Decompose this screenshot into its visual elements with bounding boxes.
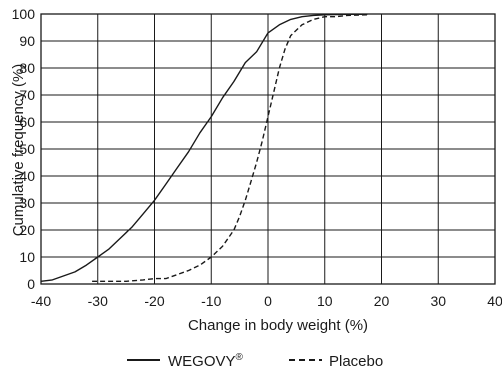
x-tick-label: -10	[201, 293, 221, 309]
y-tick-label: 10	[19, 249, 35, 265]
grid-lines	[40, 13, 496, 285]
y-tick-label: 80	[19, 60, 35, 76]
x-tick-label: 0	[264, 293, 272, 309]
y-tick-label: 30	[19, 195, 35, 211]
y-tick-label: 40	[19, 168, 35, 184]
x-tick-label: 30	[430, 293, 446, 309]
x-axis-label: Change in body weight (%)	[188, 317, 368, 334]
y-tick-label: 70	[19, 87, 35, 103]
series-layer	[40, 13, 368, 282]
y-axis-label: Cumulative frequency (%)	[10, 64, 27, 237]
plot-frame	[40, 13, 496, 285]
registered-mark: ®	[236, 352, 244, 363]
y-tick-label: 0	[27, 276, 35, 292]
x-tick-label: -20	[144, 293, 164, 309]
placebo-line	[92, 14, 368, 282]
y-tick-label: 50	[19, 141, 35, 157]
wegovy-line	[40, 13, 368, 282]
legend-series-name: Placebo	[329, 353, 383, 370]
x-tick-label: -40	[31, 293, 51, 309]
legend-label-placebo: Placebo	[329, 353, 383, 370]
x-tick-label: -30	[88, 293, 108, 309]
y-tick-label: 20	[19, 222, 35, 238]
x-tick-label: 10	[317, 293, 333, 309]
x-tick-label: 20	[374, 293, 390, 309]
y-tick-label: 100	[12, 6, 36, 22]
legend-label-wegovy: WEGOVY®	[168, 352, 244, 370]
y-tick-labels: 0 10 20 30 40 50 60 70 80 90 100	[12, 6, 36, 292]
legend-series-name: WEGOVY	[168, 353, 236, 370]
y-tick-label: 90	[19, 33, 35, 49]
x-tick-labels: -40 -30 -20 -10 0 10 20 30 40	[31, 293, 502, 309]
y-tick-label: 60	[19, 114, 35, 130]
x-tick-label: 40	[487, 293, 502, 309]
legend: WEGOVY® Placebo	[127, 352, 383, 370]
